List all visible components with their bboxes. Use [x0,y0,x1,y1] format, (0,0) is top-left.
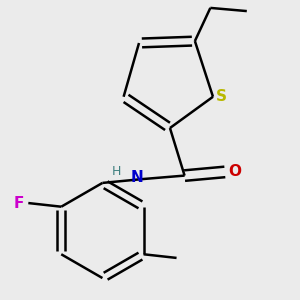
Text: F: F [14,196,24,211]
Text: H: H [112,165,122,178]
Text: O: O [229,164,242,179]
Text: N: N [131,170,143,185]
Text: S: S [215,89,226,104]
